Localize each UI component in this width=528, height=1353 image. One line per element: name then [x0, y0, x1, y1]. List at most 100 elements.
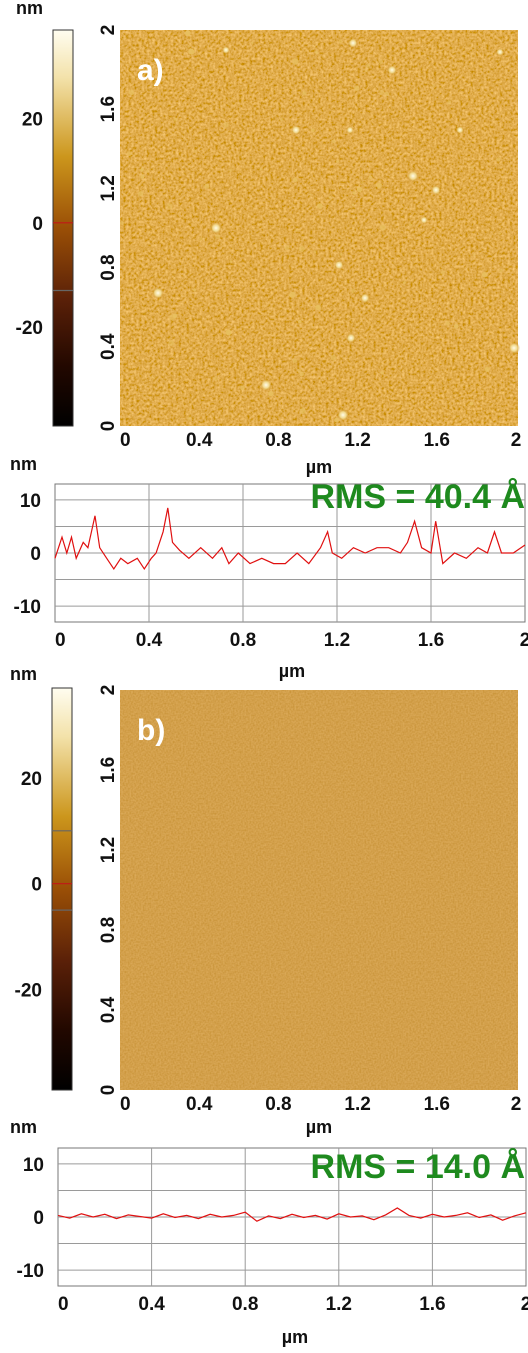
small-particle-a-69 [499, 269, 503, 273]
small-particle-a-29 [330, 354, 337, 361]
profile-x-tick-b-4: 1.6 [419, 1294, 445, 1315]
small-particle-a-67 [481, 272, 488, 278]
small-particle-a-56 [311, 128, 315, 133]
small-particle-a-65 [172, 313, 178, 319]
afm-panel-a: nm 20 0 -20 a) 0 0.4 0.8 1.2 1.6 2 0 0.4 0.8 1.2 1.… [16, 0, 522, 477]
profile-x-label-b: µm [282, 1327, 308, 1347]
small-particle-a-25 [168, 339, 175, 346]
small-particle-a-11 [213, 376, 219, 381]
small-particle-a-4 [384, 91, 389, 97]
particle-a-10 [346, 333, 356, 343]
small-particle-a-35 [298, 319, 302, 324]
panel-label-b: b) [137, 714, 165, 747]
small-particle-a-53 [240, 385, 245, 391]
y-ticks-b: 0 0.4 0.8 1.2 1.6 2 [98, 685, 119, 1096]
small-particle-a-45 [292, 58, 299, 65]
colorbar-unit-b: nm [10, 664, 37, 684]
small-particle-a-23 [351, 203, 354, 207]
small-particle-a-49 [379, 89, 385, 95]
profile-y-ticks-a: 10 0 -10 [14, 491, 41, 618]
x-ticks-a: 0 0.4 0.8 1.2 1.6 2 [120, 430, 521, 451]
y-tick-b-2: 0.8 [98, 917, 119, 943]
small-particle-a-41 [379, 224, 386, 231]
x-tick-a-5: 2 [511, 430, 522, 451]
x-tick-b-1: 0.4 [186, 1094, 213, 1115]
profile-x-ticks-b: 0 0.4 0.8 1.2 1.6 2 [58, 1294, 528, 1315]
small-particle-a-84 [185, 30, 191, 37]
small-particle-a-75 [470, 165, 474, 169]
x-tick-b-2: 0.8 [265, 1094, 291, 1115]
profile-y-tick-a-0: 10 [20, 491, 41, 512]
small-particle-a-73 [268, 390, 274, 397]
profile-x-tick-b-1: 0.4 [138, 1294, 165, 1315]
small-particle-a-81 [120, 220, 125, 225]
small-particle-a-89 [126, 126, 129, 130]
y-tick-a-4: 1.6 [98, 96, 119, 122]
profile-y-tick-b-1: 0 [33, 1208, 44, 1229]
small-particle-a-9 [336, 160, 339, 163]
profile-panel-b: nm 10 0 -10 0 0.4 0.8 1.2 1.6 2 RMS = 14.0 Å µm [10, 1117, 528, 1347]
y-tick-a-3: 1.2 [98, 175, 119, 201]
profile-x-label-a: µm [279, 661, 305, 681]
profile-y-tick-b-2: -10 [17, 1261, 44, 1282]
profile-y-tick-a-2: -10 [14, 597, 41, 618]
particle-a-1 [387, 65, 397, 75]
small-particle-a-21 [204, 183, 210, 189]
profile-x-tick-b-0: 0 [58, 1294, 69, 1315]
small-particle-a-10 [259, 168, 262, 171]
small-particle-a-8 [187, 416, 192, 421]
x-tick-a-3: 1.2 [344, 430, 370, 451]
particles-a [120, 30, 520, 423]
small-particle-a-51 [498, 232, 502, 235]
y-tick-a-0: 0 [98, 421, 119, 432]
small-particle-a-61 [331, 139, 336, 144]
y-tick-a-5: 2 [98, 25, 119, 36]
afm-image-a [120, 30, 518, 426]
particle-a-8 [334, 260, 344, 270]
profile-line-a [54, 507, 526, 570]
small-particle-a-82 [364, 69, 368, 73]
profile-x-tick-a-3: 1.2 [324, 630, 350, 651]
small-particle-a-26 [129, 89, 135, 96]
small-particle-a-34 [309, 193, 312, 196]
small-particle-a-66 [229, 168, 233, 172]
rms-annotation-a: RMS = 40.4 Å [311, 478, 525, 516]
small-particle-a-2 [352, 191, 356, 195]
profile-x-tick-b-5: 2 [521, 1294, 528, 1315]
x-tick-b-5: 2 [511, 1094, 522, 1115]
y-ticks-a: 0 0.4 0.8 1.2 1.6 2 [98, 25, 119, 432]
y-tick-b-3: 1.2 [98, 837, 119, 863]
profile-unit-a: nm [10, 454, 37, 474]
small-particle-a-46 [376, 182, 382, 189]
small-particle-a-64 [437, 192, 440, 195]
small-particle-a-5 [188, 48, 195, 55]
colorbar-ticks-a: 20 0 -20 [16, 110, 43, 339]
y-tick-a-1: 0.4 [98, 333, 119, 360]
small-particle-a-0 [313, 250, 317, 254]
particle-a-5 [431, 185, 441, 195]
small-particle-a-80 [350, 289, 356, 294]
small-particle-a-24 [299, 371, 305, 377]
small-particle-a-74 [297, 368, 302, 373]
profile-unit-b: nm [10, 1117, 37, 1137]
profile-y-tick-a-1: 0 [30, 544, 41, 565]
particle-a-4 [407, 170, 419, 182]
small-particle-a-31 [145, 169, 149, 173]
small-particle-a-71 [445, 321, 450, 326]
x-tick-a-2: 0.8 [265, 430, 291, 451]
small-particle-a-32 [432, 84, 435, 87]
small-particle-a-33 [365, 63, 370, 68]
profile-x-tick-a-1: 0.4 [136, 630, 163, 651]
y-tick-b-4: 1.6 [98, 757, 119, 783]
small-particle-a-16 [292, 358, 297, 363]
x-tick-a-4: 1.6 [424, 430, 450, 451]
small-particle-a-47 [316, 203, 323, 209]
afm-image-b [120, 690, 518, 1090]
colorbar-markers-a [53, 222, 73, 292]
small-particle-a-27 [380, 371, 384, 375]
colorbar-b [51, 687, 73, 1091]
small-particle-a-39 [292, 177, 298, 183]
colorbar-unit-a: nm [16, 0, 43, 18]
colorbar-tick-b-0: 20 [21, 769, 42, 790]
